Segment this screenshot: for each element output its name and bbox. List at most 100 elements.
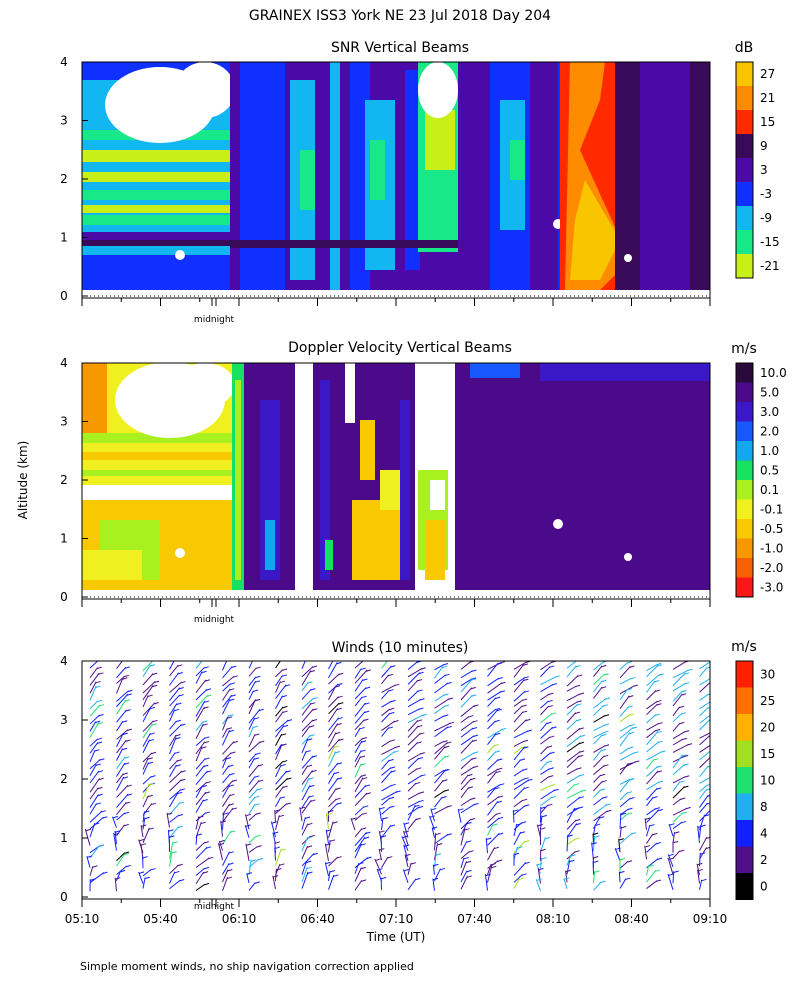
wind-barb: [672, 798, 682, 806]
wind-barb: [646, 880, 658, 889]
wind-barb-flag: [98, 672, 104, 675]
wind-barb: [275, 743, 283, 761]
wind-barb-flag: [402, 835, 408, 839]
wind-barb: [222, 694, 233, 708]
wind-barb-flag: [466, 869, 472, 873]
wind-barb: [328, 738, 340, 753]
wind-barb: [566, 750, 581, 762]
wind-barb: [667, 873, 674, 890]
wind-barb-flag: [576, 767, 582, 770]
wind-barb: [217, 843, 223, 861]
wind-barb-flag: [124, 699, 130, 702]
wind-barb: [89, 764, 97, 776]
winds-colorbar-unit: m/s: [731, 639, 757, 655]
wind-barb: [195, 871, 205, 885]
wind-barb-flag: [172, 841, 178, 844]
wind-barb-flag: [513, 852, 520, 856]
wind-barb-flag: [229, 682, 236, 685]
wind-barb-flag: [684, 775, 690, 778]
wind-barb-flag: [307, 681, 313, 684]
wind-barb-flag: [204, 757, 210, 760]
wind-barb-flag: [252, 725, 258, 729]
wind-barb-flag: [337, 695, 343, 699]
wind-barb: [301, 867, 308, 883]
wind-barb: [301, 871, 309, 889]
wind-barb-flag: [312, 696, 318, 700]
wind-barb: [248, 667, 257, 677]
snr-y-tick-label: 0: [60, 289, 68, 303]
wind-barb-flag: [381, 835, 387, 838]
wind-barb: [434, 741, 444, 747]
wind-barb: [566, 685, 577, 692]
wind-barb: [195, 883, 206, 891]
wind-barb-flag: [520, 821, 527, 824]
wind-barb-flag: [541, 814, 547, 818]
wind-barb-flag: [463, 856, 469, 860]
wind-barb: [434, 843, 438, 861]
wind-barb-flag: [415, 877, 421, 881]
wind-barb: [89, 672, 100, 686]
doppler-colorbar-frame: [735, 362, 754, 598]
wind-barb: [328, 788, 337, 801]
wind-barb-flag: [180, 723, 186, 727]
wind-barb-flag: [419, 698, 425, 701]
wind-barb-flag: [286, 719, 293, 722]
wind-barb: [381, 856, 389, 868]
wind-barb-flag: [419, 732, 425, 735]
wind-barb: [566, 838, 576, 846]
wind-barb: [381, 674, 389, 685]
wind-barb-flag: [548, 767, 554, 770]
wind-barb: [381, 806, 391, 815]
wind-barb-flag: [138, 871, 145, 874]
wind-barb-flag: [592, 832, 599, 836]
wind-barb-flag: [403, 868, 410, 872]
wind-barb: [222, 688, 231, 701]
wind-barb-flag: [167, 812, 173, 815]
wind-barb-flag: [201, 785, 207, 788]
wind-barb: [487, 813, 498, 823]
wind-barb-flag: [416, 719, 423, 722]
wind-barb: [222, 784, 230, 798]
wind-barb: [248, 758, 255, 769]
wind-barb: [540, 726, 554, 739]
wind-barb: [619, 779, 630, 785]
wind-barb-flag: [626, 812, 633, 815]
wind-barb-flag: [708, 735, 710, 738]
wind-barb: [222, 741, 235, 755]
wind-barb-flag: [628, 713, 635, 716]
wind-barb-flag: [304, 816, 311, 819]
wind-barb-flag: [336, 661, 342, 665]
wind-barb-flag: [149, 732, 155, 735]
wind-barb: [513, 759, 522, 768]
wind-barb-flag: [230, 694, 236, 697]
wind-barb-flag: [254, 680, 261, 683]
wind-barb-flag: [653, 680, 660, 683]
wind-barb: [540, 784, 552, 791]
wind-barb: [328, 732, 337, 747]
wind-barb-flag: [522, 768, 528, 771]
wind-barb: [460, 875, 468, 890]
wind-barb-flag: [683, 730, 690, 733]
wind-barb-flag: [494, 707, 501, 711]
wind-barb-flag: [486, 837, 492, 840]
winds-colorbar-swatch: [736, 767, 753, 794]
wind-barb: [354, 806, 365, 816]
winds-y-tick-label: 4: [60, 654, 68, 668]
wind-barb: [566, 860, 571, 875]
wind-barb: [248, 680, 257, 694]
wind-barb: [540, 683, 554, 693]
wind-barb: [646, 865, 650, 876]
wind-barb: [699, 667, 708, 678]
wind-barb-flag: [709, 661, 710, 663]
wind-barb: [487, 771, 498, 784]
wind-barb-flag: [634, 760, 640, 763]
wind-barb-flag: [96, 737, 102, 741]
wind-barb-flag: [628, 695, 634, 698]
doppler-colorbar-label: 10.0: [760, 366, 787, 380]
wind-barb: [116, 773, 124, 784]
footnote: Simple moment winds, no ship navigation …: [80, 960, 414, 973]
snr-x-ticks: [81, 298, 711, 306]
wind-barb: [222, 780, 234, 793]
wind-barb-flag: [497, 795, 504, 798]
wind-barb: [169, 759, 179, 770]
